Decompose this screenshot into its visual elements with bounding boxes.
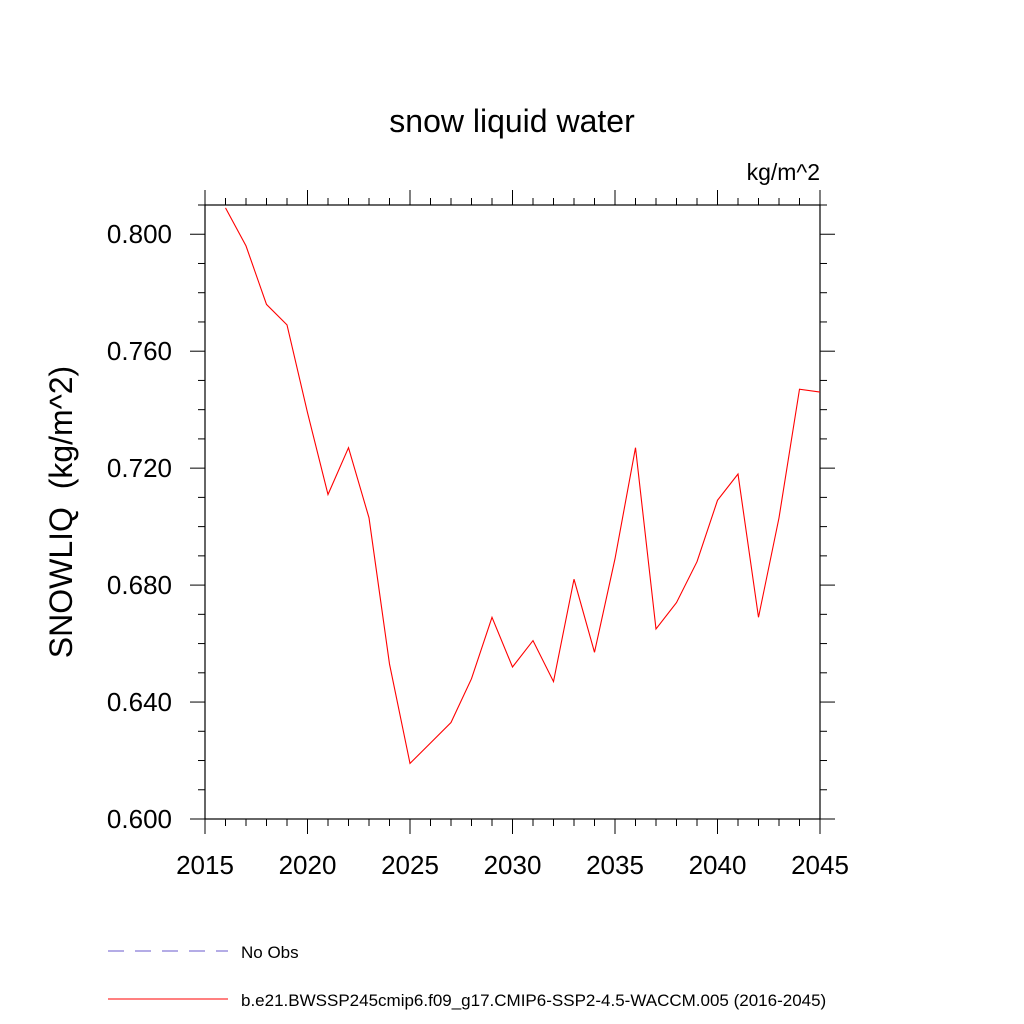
x-tick-label: 2045: [791, 850, 849, 880]
series-line: [225, 207, 821, 765]
x-tick-label: 2035: [586, 850, 644, 880]
x-tick-label: 2030: [484, 850, 542, 880]
y-tick-label: 0.760: [107, 336, 172, 366]
plot-frame: [204, 204, 821, 820]
chart-title: snow liquid water: [389, 103, 635, 139]
plot-border: [204, 204, 821, 820]
legend-label: No Obs: [241, 943, 299, 962]
units-label: kg/m^2: [747, 159, 820, 185]
y-tick-label: 0.600: [107, 804, 172, 834]
x-tick-label: 2025: [381, 850, 439, 880]
y-axis-label: SNOWLIQ (kg/m^2): [43, 366, 79, 658]
y-tick-label: 0.680: [107, 570, 172, 600]
legend-label: b.e21.BWSSP245cmip6.f09_g17.CMIP6-SSP2-4…: [241, 991, 826, 1010]
legend: No Obs b.e21.BWSSP245cmip6.f09_g17.CMIP6-…: [108, 943, 826, 1010]
y-axis: 0.600 0.640 0.680 0.720 0.760 0.800: [107, 204, 835, 834]
series-group: [225, 207, 821, 765]
x-tick-label: 2020: [279, 850, 337, 880]
x-tick-label: 2015: [176, 850, 234, 880]
y-tick-label: 0.720: [107, 453, 172, 483]
y-tick-label: 0.800: [107, 219, 172, 249]
x-axis: 2015 2020 2025 2030 2035 2040 2045: [176, 190, 849, 880]
y-tick-label: 0.640: [107, 687, 172, 717]
x-tick-label: 2040: [689, 850, 747, 880]
